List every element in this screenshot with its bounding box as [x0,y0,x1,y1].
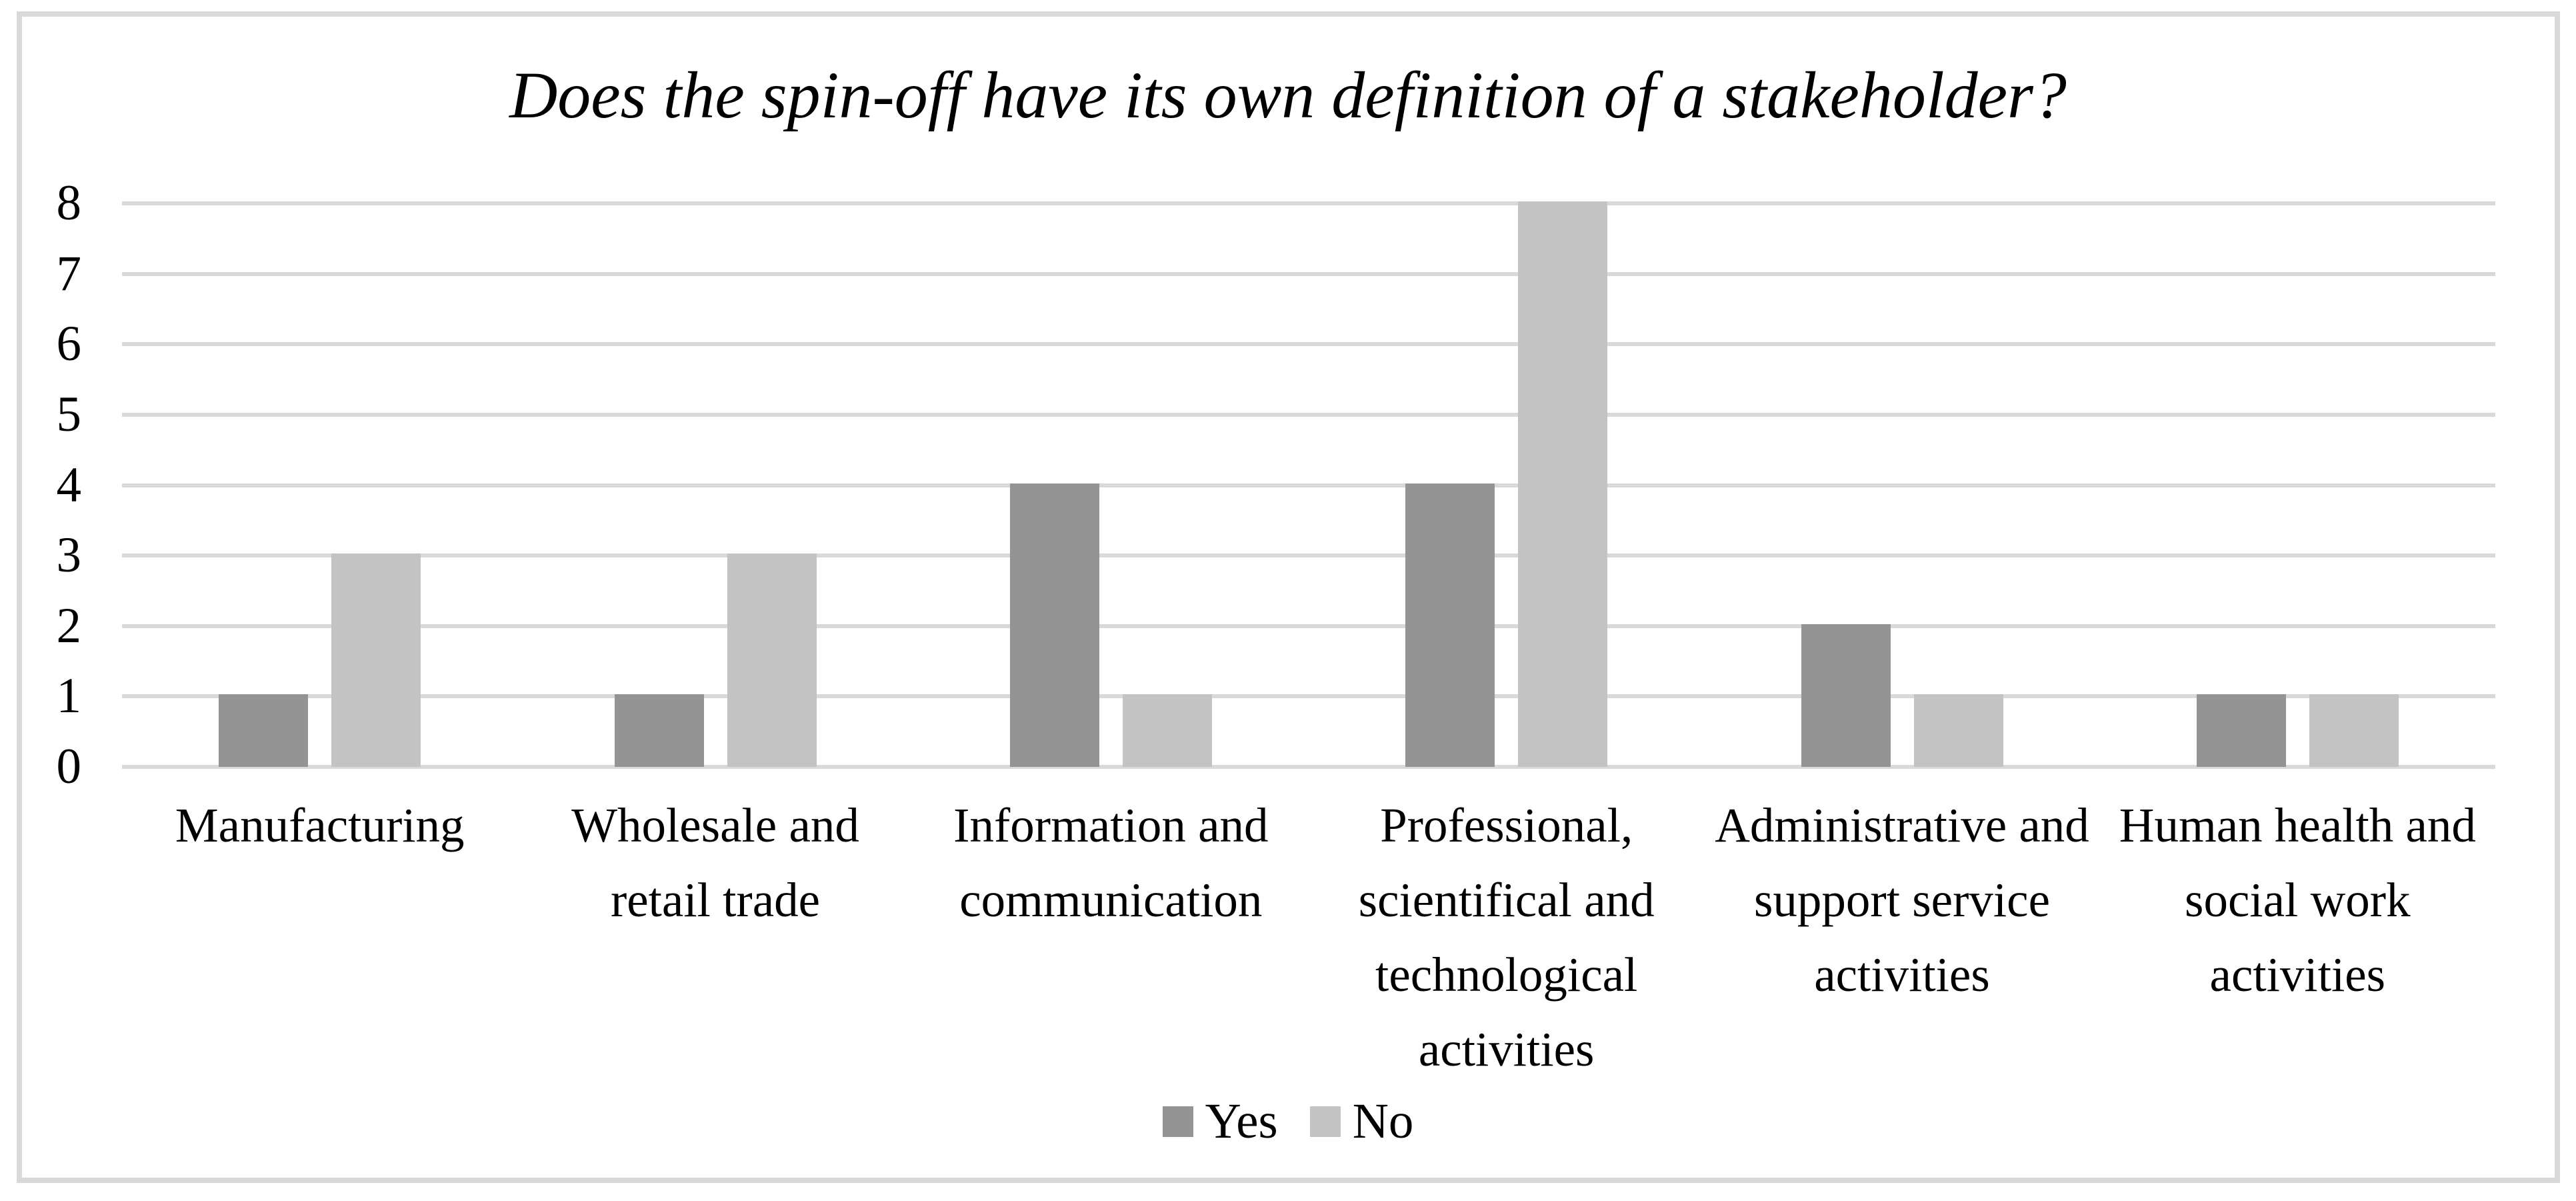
category-label-line: activities [1814,948,1990,1002]
legend-swatch-yes [1162,1106,1193,1137]
legend-item-no: No [1309,1094,1414,1149]
category-label-line: Manufacturing [175,798,465,852]
gridline-y7 [122,271,2495,276]
bar-yes-6 [2196,694,2286,767]
bar-no-3 [1122,694,1212,767]
bar-no-4 [1518,201,1608,767]
gridline-y3 [122,553,2495,558]
legend-item-yes: Yes [1162,1094,1278,1149]
y-axis-tick-label: 1 [56,668,82,724]
category-label-line: communication [959,873,1263,927]
bar-yes-1 [219,694,309,767]
category-label-line: Professional, [1380,798,1633,852]
gridline-y0 [122,765,2495,769]
gridline-y8 [122,201,2495,206]
bar-no-1 [331,553,421,767]
x-axis-category-label: Professional, scientifical and technologic… [1309,788,1704,1087]
chart-title: Does the spin-off have its own definitio… [509,58,2067,132]
x-axis-category-label: Human health and social work activities [2100,788,2495,1012]
bar-no-5 [1913,694,2003,767]
chart-frame [17,11,2560,1183]
y-axis-tick-label: 4 [56,457,82,513]
x-axis-category-label: Information and communication [913,788,1309,938]
gridline-y5 [122,413,2495,417]
category-label-line: Administrative and [1715,798,2089,852]
gridline-y6 [122,342,2495,347]
y-axis-tick-label: 5 [56,387,82,442]
gridline-y1 [122,694,2495,699]
category-label-line: support service [1754,873,2050,927]
y-axis-tick-label: 0 [56,739,82,794]
y-axis-tick-label: 8 [56,175,82,231]
x-axis-category-label: Administrative and support service activit… [1704,788,2099,1012]
bar-yes-2 [614,694,704,767]
category-label-line: retail trade [610,873,821,927]
category-label-line: Wholesale and [571,798,859,852]
bar-yes-3 [1009,483,1099,767]
category-label-line: technological [1375,948,1638,1002]
category-label-line: social work [2185,873,2411,927]
legend-label-yes: Yes [1205,1094,1278,1149]
legend-swatch-no [1309,1106,1341,1137]
category-label-line: scientifical and [1358,873,1655,927]
bar-no-6 [2309,694,2399,767]
category-label-line: activities [2209,948,2386,1002]
gridline-y2 [122,624,2495,628]
y-axis-tick-label: 2 [56,597,82,654]
category-label-line: activities [1418,1022,1595,1076]
y-axis-tick-label: 7 [56,245,82,301]
x-axis-category-label: Manufacturing [122,788,517,863]
x-axis-category-label: Wholesale and retail trade [517,788,913,938]
category-label-line: Information and [953,798,1269,852]
y-axis-tick-label: 6 [56,316,82,372]
legend-label-no: No [1352,1094,1414,1149]
category-label-line: Human health and [2119,798,2476,852]
gridline-y4 [122,483,2495,487]
bar-yes-5 [1801,624,1891,767]
legend: Yes No [0,1096,2576,1148]
bar-no-2 [727,553,817,767]
y-axis-tick-label: 3 [56,527,82,583]
bar-yes-4 [1405,483,1495,767]
